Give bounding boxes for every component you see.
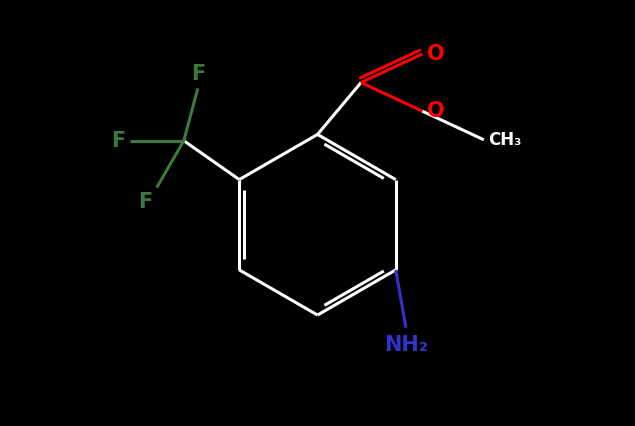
- Text: O: O: [427, 101, 444, 121]
- Text: F: F: [138, 192, 152, 212]
- Text: F: F: [111, 131, 125, 151]
- Text: CH₃: CH₃: [488, 131, 522, 149]
- Text: F: F: [190, 64, 205, 84]
- Text: O: O: [427, 44, 444, 64]
- Text: NH₂: NH₂: [384, 335, 428, 355]
